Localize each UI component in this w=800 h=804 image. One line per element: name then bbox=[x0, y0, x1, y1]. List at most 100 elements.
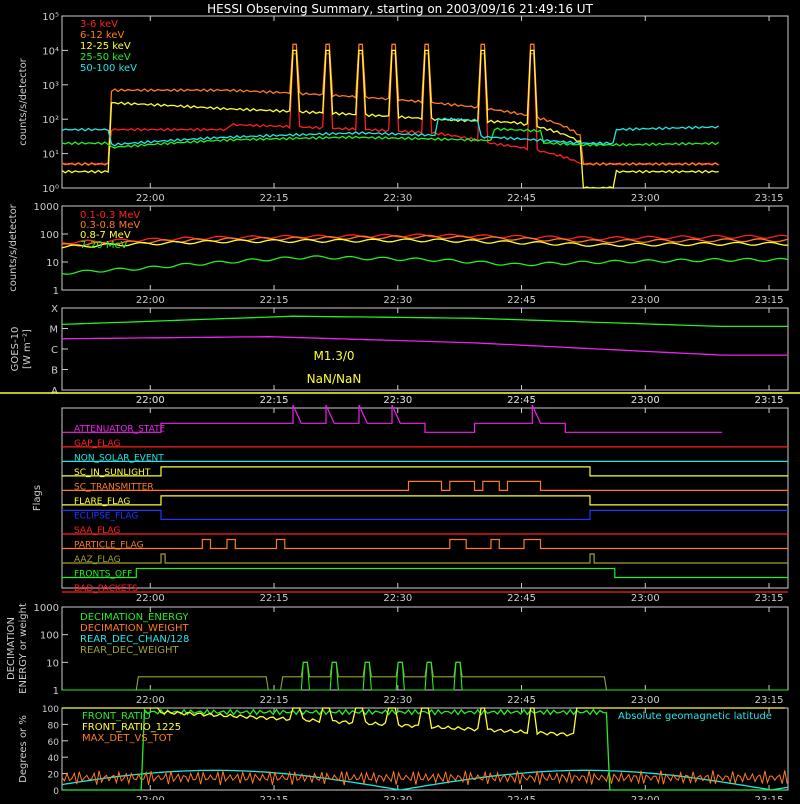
y-tick-label: 10 bbox=[46, 658, 59, 669]
x-tick-label: 23:15 bbox=[755, 593, 784, 604]
y-tick-label: M bbox=[49, 325, 58, 336]
x-tick-label: 22:00 bbox=[136, 295, 165, 306]
x-tick-label: 22:15 bbox=[260, 295, 289, 306]
high-energy-panel: 22:00 22:15 22:30 22:45 23:00 23:15 1 10 100 1000… bbox=[8, 202, 789, 306]
y-tick-label: 10² bbox=[42, 115, 59, 126]
y-tick-label: 0 bbox=[53, 787, 59, 797]
count-rate-panel: 22:00 22:15 22:30 22:45 23:00 23:15 10⁰ 10¹ 10² 1… bbox=[18, 12, 789, 204]
x-tick-label: 23:00 bbox=[631, 593, 660, 604]
legend-entry: 12-25 keV bbox=[80, 41, 131, 52]
legend-entry: DECIMATION_ENERGY bbox=[80, 612, 189, 623]
series-12-25-keV bbox=[61, 49, 719, 189]
x-tick-label: 23:00 bbox=[631, 193, 660, 204]
x-tick-label: 23:00 bbox=[631, 795, 660, 800]
y-tick-label: 80 bbox=[48, 721, 60, 731]
y-tick-label: C bbox=[51, 345, 58, 356]
flag-line-ECLIPSE-FLAG bbox=[62, 509, 788, 521]
x-tick-label-top: 22:30 bbox=[383, 395, 412, 406]
y-tick-label: B bbox=[51, 366, 58, 377]
flag-line-FLARE-FLAG bbox=[62, 495, 788, 506]
y-tick-label: X bbox=[51, 304, 58, 315]
flag-label: AAZ_FLAG bbox=[74, 555, 121, 565]
x-tick-label: 22:30 bbox=[383, 593, 412, 604]
y-tick-label: 40 bbox=[48, 754, 60, 764]
x-tick-label-top: 23:00 bbox=[631, 395, 660, 406]
x-tick-label: 22:15 bbox=[260, 395, 289, 406]
legend-entry: 6-12 keV bbox=[80, 30, 124, 41]
series-MAX_DET_VS_TOT bbox=[61, 770, 788, 786]
y-axis-label: Degrees or % bbox=[18, 715, 29, 783]
x-tick-label: 22:30 bbox=[383, 295, 412, 306]
x-tick-label: 22:45 bbox=[507, 193, 536, 204]
y-axis-label: Flags bbox=[32, 485, 43, 511]
y-axis-label: ENERGY or weight bbox=[18, 603, 29, 694]
geomagnetic-latitude-line bbox=[61, 769, 789, 791]
x-tick-label: 22:00 bbox=[136, 193, 165, 204]
flag-label: PARTICLE_FLAG bbox=[74, 540, 144, 550]
x-tick-label: 22:45 bbox=[507, 695, 536, 706]
x-tick-label: 22:30 bbox=[383, 795, 412, 800]
flag-label: BAD_PACKETS bbox=[74, 584, 138, 594]
y-tick-label: A bbox=[51, 386, 58, 397]
flag-label: ATTENUATOR_STATE bbox=[74, 424, 166, 434]
legend-entry: REAR_DEC_CHAN/128 bbox=[80, 634, 189, 645]
panel-frame bbox=[61, 407, 789, 589]
y-tick-label: 1000 bbox=[34, 603, 59, 614]
flag-label: FRONTS_OFF bbox=[74, 570, 132, 580]
flags-panel: 22:00 22:15 22:30 22:45 23:00 23:15 Flags ATTEN… bbox=[32, 405, 789, 604]
panel-frame bbox=[61, 15, 789, 189]
y-tick-label: 10³ bbox=[42, 81, 59, 92]
y-tick-label: 100 bbox=[42, 705, 59, 715]
x-tick-label-top: 22:00 bbox=[136, 395, 165, 406]
series-DECIMATION_ENERGY bbox=[62, 661, 788, 691]
goes-annotation-flare: M1.3/0 bbox=[313, 349, 354, 363]
y-tick-label: 10 bbox=[46, 258, 59, 269]
legend-entry: 25-50 keV bbox=[80, 52, 131, 63]
ratios-panel: 22:00 22:15 22:30 22:45 23:00 23:15 0 20 40 60 80 1… bbox=[18, 705, 789, 804]
x-tick-label-top: 22:45 bbox=[507, 395, 536, 406]
series-0-8-7-MeV bbox=[61, 238, 789, 249]
x-tick-label: 23:15 bbox=[755, 695, 784, 706]
y-tick-label: 10⁴ bbox=[42, 46, 59, 57]
x-tick-label: 22:15 bbox=[260, 695, 289, 706]
x-tick-label-top: 23:15 bbox=[755, 395, 784, 406]
x-tick-label: 22:45 bbox=[507, 593, 536, 604]
x-tick-label: 22:15 bbox=[260, 193, 289, 204]
legend-entry: MAX_DET_VS_TOT bbox=[82, 733, 174, 744]
y-axis-label: DECIMATION bbox=[6, 617, 17, 680]
x-tick-label: 22:00 bbox=[136, 695, 165, 706]
x-tick-label: 23:00 bbox=[631, 295, 660, 306]
legend-entry: FRONT_RATIO_1225 bbox=[82, 722, 181, 733]
y-axis-label: counts/s/detector bbox=[18, 57, 29, 145]
x-tick-label: 23:15 bbox=[755, 795, 784, 800]
goes-series-magenta bbox=[61, 336, 788, 356]
y-tick-label: 60 bbox=[48, 738, 60, 748]
flag-label: SC_TRANSMITTER bbox=[74, 482, 154, 492]
flag-label: SC_IN_SUNLIGHT bbox=[74, 468, 151, 478]
goes-annotation-nan: NaN/NaN bbox=[307, 372, 362, 386]
flag-line-PARTICLE-FLAG bbox=[62, 538, 788, 550]
series-7-20-MeV bbox=[61, 255, 789, 275]
geomagnetic-latitude-label: Absolute geomagnetic latitude bbox=[618, 711, 772, 722]
x-tick-label: 22:00 bbox=[136, 395, 165, 406]
series-FRONT_RATIO bbox=[62, 708, 785, 791]
y-tick-label: 20 bbox=[48, 771, 60, 781]
x-tick-label: 22:15 bbox=[260, 795, 289, 800]
y-axis-label: counts/s/detector bbox=[8, 203, 19, 291]
goes-series-green bbox=[61, 315, 788, 328]
flag-line-AAZ-FLAG bbox=[62, 553, 788, 564]
series-0-3-0-8-MeV bbox=[61, 234, 789, 247]
y-tick-label: 100 bbox=[40, 631, 59, 642]
x-tick-label: 23:15 bbox=[755, 193, 784, 204]
series-FRONT_RATIO_1225 bbox=[62, 707, 785, 737]
series-25-50-keV bbox=[61, 127, 720, 149]
flag-line-ATTENUATOR-STATE bbox=[62, 405, 722, 433]
legend-entry: FRONT_RATIO bbox=[82, 711, 151, 722]
y-tick-label: 10¹ bbox=[42, 150, 59, 161]
x-tick-label-top: 22:15 bbox=[260, 395, 289, 406]
series-50-100-keV bbox=[61, 117, 720, 147]
flag-label: ECLIPSE_FLAG bbox=[74, 511, 138, 521]
flag-line-FRONTS-OFF bbox=[62, 567, 788, 579]
